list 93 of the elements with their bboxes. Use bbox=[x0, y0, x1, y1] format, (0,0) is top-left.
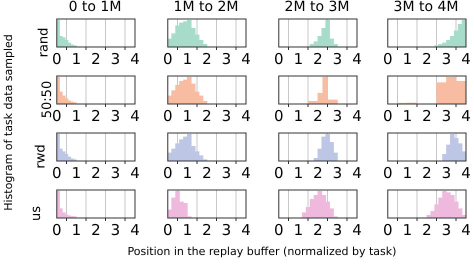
x-tick-label: 1 bbox=[72, 50, 82, 68]
x-tick-label: 2 bbox=[202, 106, 212, 125]
x-tick-label: 0 bbox=[383, 50, 393, 68]
x-tick-label: 4 bbox=[352, 50, 362, 68]
x-tick-label: 3 bbox=[332, 164, 342, 182]
x-tick-label: 4 bbox=[241, 106, 251, 125]
x-tick-label: 3 bbox=[442, 220, 452, 239]
x-tick-label: 4 bbox=[352, 220, 362, 239]
x-tick-label: 4 bbox=[352, 164, 362, 182]
x-tick-label: 1 bbox=[72, 220, 82, 239]
x-tick-label: 0 bbox=[163, 220, 173, 239]
bar bbox=[198, 155, 204, 161]
x-tick-label: 2 bbox=[422, 164, 432, 182]
x-tick-label: 4 bbox=[130, 220, 140, 239]
bar bbox=[183, 203, 188, 218]
x-tick-label: 4 bbox=[241, 164, 251, 182]
x-tick-label: 0 bbox=[52, 220, 62, 239]
x-tick-label: 2 bbox=[313, 220, 323, 239]
x-tick-label: 3 bbox=[442, 164, 452, 182]
x-tick-label: 2 bbox=[422, 50, 432, 68]
x-tick-label: 0 bbox=[274, 106, 284, 125]
x-tick-label: 2 bbox=[91, 220, 101, 239]
x-tick-label: 4 bbox=[352, 106, 362, 125]
x-tick-label: 1 bbox=[72, 164, 82, 182]
x-tick-label: 3 bbox=[222, 106, 232, 125]
x-tick-label: 0 bbox=[52, 50, 62, 68]
x-tick-label: 2 bbox=[202, 50, 212, 68]
x-tick-label: 2 bbox=[313, 106, 323, 125]
x-tick-label: 1 bbox=[402, 50, 412, 68]
x-tick-label: 1 bbox=[182, 220, 192, 239]
chart-title: 0 to 1M bbox=[68, 0, 122, 15]
x-tick-label: 3 bbox=[332, 220, 342, 239]
chart-title: 1M to 2M bbox=[172, 0, 240, 15]
x-tick-label: 3 bbox=[222, 220, 232, 239]
chart-title: 2M to 3M bbox=[284, 0, 350, 15]
x-tick-label: 2 bbox=[313, 164, 323, 182]
x-tick-label: 3 bbox=[222, 164, 232, 182]
x-tick-label: 4 bbox=[461, 164, 471, 182]
x-tick-label: 1 bbox=[182, 164, 192, 182]
bar bbox=[198, 96, 204, 104]
text: Histogram of task data sampled bbox=[1, 34, 14, 210]
x-tick-label: 2 bbox=[422, 220, 432, 239]
x-tick-label: 1 bbox=[294, 164, 304, 182]
y-axis-title: us bbox=[29, 205, 44, 221]
x-tick-label: 4 bbox=[241, 220, 251, 239]
x-tick-label: 1 bbox=[72, 106, 82, 125]
x-tick-label: 2 bbox=[202, 164, 212, 182]
x-tick-label: 2 bbox=[422, 106, 432, 125]
x-tick-label: 2 bbox=[313, 50, 323, 68]
x-tick-label: 0 bbox=[274, 50, 284, 68]
x-tick-label: 3 bbox=[110, 164, 120, 182]
x-tick-label: 3 bbox=[110, 50, 120, 68]
x-tick-label: 0 bbox=[52, 164, 62, 182]
x-tick-label: 0 bbox=[274, 220, 284, 239]
x-tick-label: 3 bbox=[332, 106, 342, 125]
x-tick-label: 0 bbox=[163, 50, 173, 68]
x-tick-label: 3 bbox=[442, 106, 452, 125]
x-tick-label: 0 bbox=[274, 164, 284, 182]
x-tick-label: 1 bbox=[402, 106, 412, 125]
x-tick-label: 1 bbox=[402, 164, 412, 182]
x-tick-label: 4 bbox=[130, 50, 140, 68]
x-tick-label: 0 bbox=[383, 220, 393, 239]
x-tick-label: 1 bbox=[294, 50, 304, 68]
x-tick-label: 4 bbox=[130, 164, 140, 182]
x-tick-label: 2 bbox=[91, 164, 101, 182]
x-tick-label: 2 bbox=[91, 50, 101, 68]
x-tick-label: 0 bbox=[383, 106, 393, 125]
x-tick-label: 3 bbox=[332, 50, 342, 68]
x-tick-label: 1 bbox=[294, 220, 304, 239]
chart-title: 3M to 4M bbox=[392, 0, 460, 15]
x-tick-label: 4 bbox=[241, 50, 251, 68]
x-tick-label: 0 bbox=[163, 164, 173, 182]
x-tick-label: 3 bbox=[222, 50, 232, 68]
x-tick-label: 0 bbox=[163, 106, 173, 125]
x-tick-label: 4 bbox=[461, 106, 471, 125]
x-tick-label: 3 bbox=[110, 220, 120, 239]
x-tick-label: 1 bbox=[182, 106, 192, 125]
x-tick-label: 3 bbox=[442, 50, 452, 68]
x-tick-label: 0 bbox=[383, 164, 393, 182]
x-tick-label: 1 bbox=[182, 50, 192, 68]
bar bbox=[187, 134, 192, 161]
text: Position in the replay buffer (normalized by task) bbox=[128, 245, 396, 258]
x-tick-label: 3 bbox=[110, 106, 120, 125]
x-tick-label: 2 bbox=[202, 220, 212, 239]
x-tick-label: 1 bbox=[294, 106, 304, 125]
x-tick-label: 4 bbox=[461, 220, 471, 239]
x-tick-label: 4 bbox=[130, 106, 140, 125]
x-tick-label: 2 bbox=[91, 106, 101, 125]
x-tick-label: 4 bbox=[461, 50, 471, 68]
y-axis-title: rwd bbox=[34, 144, 49, 168]
x-tick-label: 1 bbox=[402, 220, 412, 239]
y-axis-title: rand bbox=[36, 27, 52, 57]
x-tick-label: 0 bbox=[52, 106, 62, 125]
